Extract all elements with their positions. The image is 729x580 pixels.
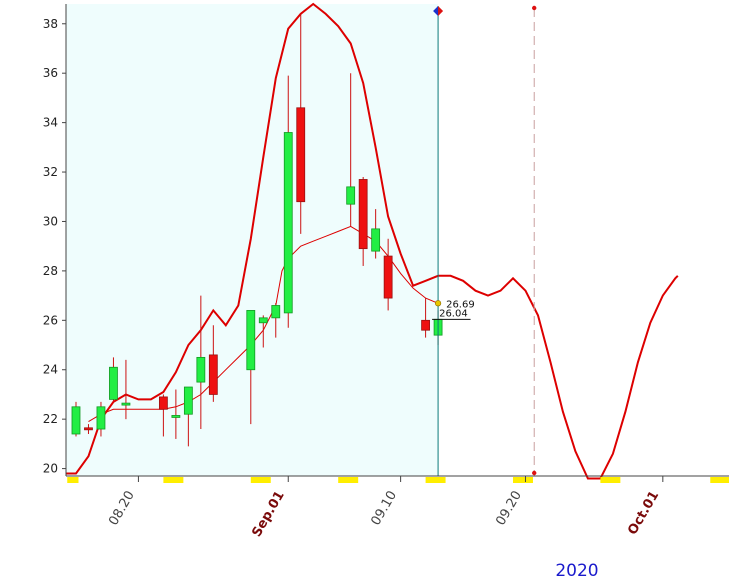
candle [208,325,218,402]
candle [183,386,193,447]
y-tick-label: 36 [43,66,58,80]
forecast-dot-bottom [532,470,537,476]
candle [346,73,356,227]
candle [109,357,118,402]
candle [383,238,393,311]
candle [358,176,368,266]
candle-body [171,415,181,418]
candle-body [183,386,193,415]
candle [121,359,131,420]
current-diamond-left [433,6,439,16]
candle-body [283,132,293,314]
candle-body [109,366,118,400]
candle-body [421,319,430,331]
candle [71,401,81,437]
candle-body [71,406,81,435]
candle-body [371,228,381,252]
axis-week-marker [512,477,533,483]
last-close-label: 26.04 [439,308,468,319]
candle-body [383,255,393,299]
candle-body [84,427,93,431]
candle [271,303,281,338]
forecast-dot-top [532,5,537,11]
candle-body [271,305,281,319]
year-label: 2020 [555,561,598,580]
y-tick-label: 22 [43,412,58,426]
y-tick-label: 26 [43,313,58,327]
candle [283,75,293,328]
y-tick-label: 30 [43,214,58,228]
axis-week-marker [425,477,446,483]
axis-week-marker [67,477,79,483]
candle-body [258,317,268,324]
candle-body [246,310,256,371]
x-tick-label: Oct.01 [625,489,662,538]
candle [246,310,256,425]
upper-band-line [66,2,679,480]
candle [421,298,430,338]
x-tick-label: Sep.01 [249,489,287,540]
candle-body [196,356,206,383]
indicator-label: 26.69 [446,299,475,310]
candle-body [121,402,131,406]
x-tick-label: 08.20 [106,489,138,529]
axis-week-marker [338,477,359,483]
y-tick-label: 28 [43,264,58,278]
candle [171,389,181,439]
candle [371,209,381,259]
axis-week-marker [250,477,271,483]
candle [158,394,168,437]
axis-week-marker [163,477,184,483]
candle-body [346,186,356,205]
candle [258,315,268,348]
candle-body [96,406,106,430]
y-tick-label: 20 [43,462,58,476]
x-tick-label: 09.20 [493,489,525,529]
candle-body [296,107,306,203]
candle-body [358,179,368,250]
candle [96,401,106,437]
y-tick-label: 32 [43,165,58,179]
candle-body [158,396,168,410]
candle [196,295,206,430]
axis-week-marker [600,477,621,483]
candle [84,424,93,434]
y-tick-label: 24 [43,363,58,377]
indicator-dot [434,300,442,307]
candle-body [208,354,218,395]
axis-week-marker [710,477,729,483]
y-tick-label: 34 [43,116,58,130]
candle [296,13,306,234]
x-tick-label: 09.10 [368,489,400,529]
current-diamond-right [438,6,444,16]
y-tick-label: 38 [43,17,58,31]
